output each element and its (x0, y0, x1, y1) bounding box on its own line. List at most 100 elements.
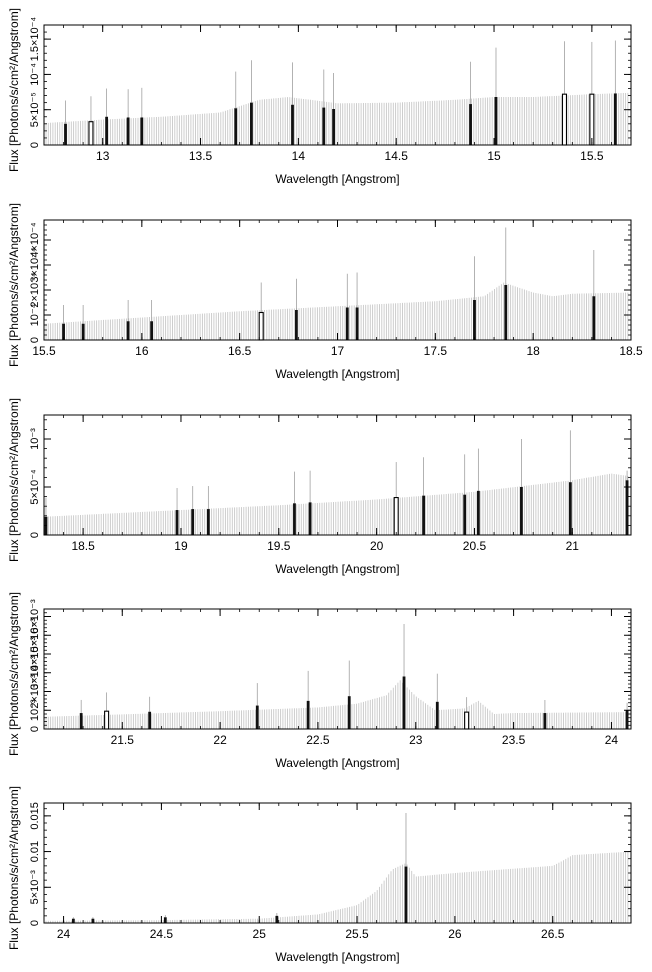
x-tick-label: 23 (409, 733, 423, 747)
line-bar (234, 108, 238, 145)
line-bar-open (464, 711, 470, 730)
line-bar-open (589, 93, 595, 146)
x-tick-label: 24 (605, 733, 619, 747)
continuum-bars (45, 473, 629, 535)
line-bar (62, 323, 65, 340)
line-bar (148, 711, 152, 729)
y-axis-label: Flux [Photons/s/cm²/Angstrom] (7, 203, 21, 367)
panel-2: 15.5 16 16.5 17 17.5 18 18.5 0 10⁻⁴2×10⁻⁴3×10⁻⁴4… (7, 203, 643, 381)
line-bar (126, 321, 130, 340)
line-bar (404, 866, 408, 923)
line-bar (625, 480, 629, 535)
y-tick-label: 0 (29, 142, 41, 148)
y-tick-label: 3×10⁻³ (29, 655, 41, 690)
y-tick-label: 4×10⁻³ (29, 637, 41, 672)
line-bar (44, 516, 48, 535)
line-bar (105, 116, 109, 145)
x-axis-label: Wavelength [Angstrom] (275, 367, 399, 381)
x-tick-label: 21.5 (111, 733, 135, 747)
line-bar (402, 676, 406, 729)
line-bar (295, 310, 298, 340)
x-tick-label: 26.5 (541, 927, 565, 941)
panel-4: 21.5 22 22.5 23 23.5 24 0 10⁻³2×10⁻³3×10⁻³4×10⁻… (7, 592, 632, 770)
x-tick-label: 23.5 (502, 733, 526, 747)
line-bar (422, 495, 425, 535)
x-tick-label: 22 (213, 733, 227, 747)
line-bar (568, 482, 572, 535)
panel-5: 24 24.5 25 25.5 26 26.5 0 5×10⁻³ 0.01 0.015 Wavele… (7, 786, 632, 964)
y-tick-label: 2×10⁻⁴ (29, 272, 41, 308)
line-bar (79, 713, 83, 729)
continuum-bars (45, 282, 629, 340)
line-bar (473, 300, 476, 340)
continuum-bars (45, 680, 629, 729)
line-bar (306, 700, 310, 729)
y-tick-label: 5×10⁻⁴ (29, 469, 41, 505)
line-bar (476, 490, 480, 535)
line-bar (504, 285, 508, 340)
y-axis-label: Flux [Photons/s/cm²/Angstrom] (7, 786, 21, 950)
line-bar (150, 321, 154, 340)
x-axis-label: Wavelength [Angstrom] (275, 756, 399, 770)
panel-3: 18.5 19 19.5 20 20.5 21 0 5×10⁻⁴ 10⁻³ Wavelength … (7, 398, 632, 576)
line-bar (543, 713, 547, 729)
y-tick-label: 0.015 (29, 802, 41, 830)
x-tick-label: 26 (448, 927, 462, 941)
y-tick-label: 10⁻³ (29, 428, 41, 450)
y-tick-label: 10⁻³ (29, 699, 41, 721)
y-tick-label: 10⁻⁴ (29, 63, 41, 86)
line-bar (355, 307, 359, 340)
line-bar (293, 503, 296, 535)
y-tick-label: 3×10⁻⁴ (29, 247, 41, 283)
y-tick-label: 5×10⁻⁵ (29, 92, 41, 127)
x-tick-label: 13.5 (189, 149, 213, 163)
line-bar (592, 296, 596, 340)
x-tick-label: 15.5 (580, 149, 604, 163)
x-tick-label: 24 (57, 927, 71, 941)
y-tick-label: 0 (29, 726, 41, 732)
x-tick-label: 17.5 (424, 344, 448, 358)
line-bar (163, 917, 167, 923)
x-tick-label: 24.5 (150, 927, 174, 941)
y-tick-label: 1.5×10⁻⁴ (29, 17, 41, 62)
x-tick-label: 14 (292, 149, 306, 163)
continuum-bars (45, 92, 629, 145)
y-tick-label: 0 (29, 920, 41, 926)
x-tick-label: 18.5 (619, 344, 643, 358)
line-bar (81, 323, 85, 340)
line-bar-open (561, 93, 568, 146)
y-tick-label: 0.01 (29, 841, 41, 862)
x-tick-label: 13 (96, 149, 110, 163)
x-tick-label: 16 (135, 344, 149, 358)
line-bar (347, 696, 351, 729)
line-bar (332, 109, 335, 145)
line-bar (126, 117, 130, 145)
line-bar (345, 307, 349, 340)
x-axis-label: Wavelength [Angstrom] (275, 950, 399, 964)
line-bar (191, 509, 195, 535)
x-tick-label: 16.5 (228, 344, 252, 358)
line-bar (308, 502, 312, 535)
line-bar (250, 102, 253, 145)
y-axis-label: Flux [Photons/s/cm²/Angstrom] (7, 8, 21, 172)
x-tick-label: 14.5 (385, 149, 409, 163)
line-bar-open (88, 121, 94, 146)
line-bar (435, 701, 439, 729)
panel-1: 13 13.5 14 14.5 15 15.5 0 5×10⁻⁵ 10⁻⁴1.5×10⁻⁴ Wav… (7, 8, 632, 186)
x-tick-label: 18.5 (71, 539, 95, 553)
line-bar (625, 710, 629, 729)
line-bar (613, 93, 617, 145)
line-bar (140, 117, 144, 145)
line-bar (64, 123, 67, 145)
x-tick-label: 15 (487, 149, 501, 163)
x-tick-label: 17 (331, 344, 345, 358)
line-bar (469, 104, 472, 145)
line-bar (175, 510, 179, 535)
line-bar (463, 494, 467, 535)
y-axis-label: Flux [Photons/s/cm²/Angstrom] (7, 398, 21, 562)
line-bar (91, 918, 95, 923)
plot-frame (43, 608, 632, 730)
line-bar (206, 509, 210, 535)
line-bar (71, 918, 75, 923)
